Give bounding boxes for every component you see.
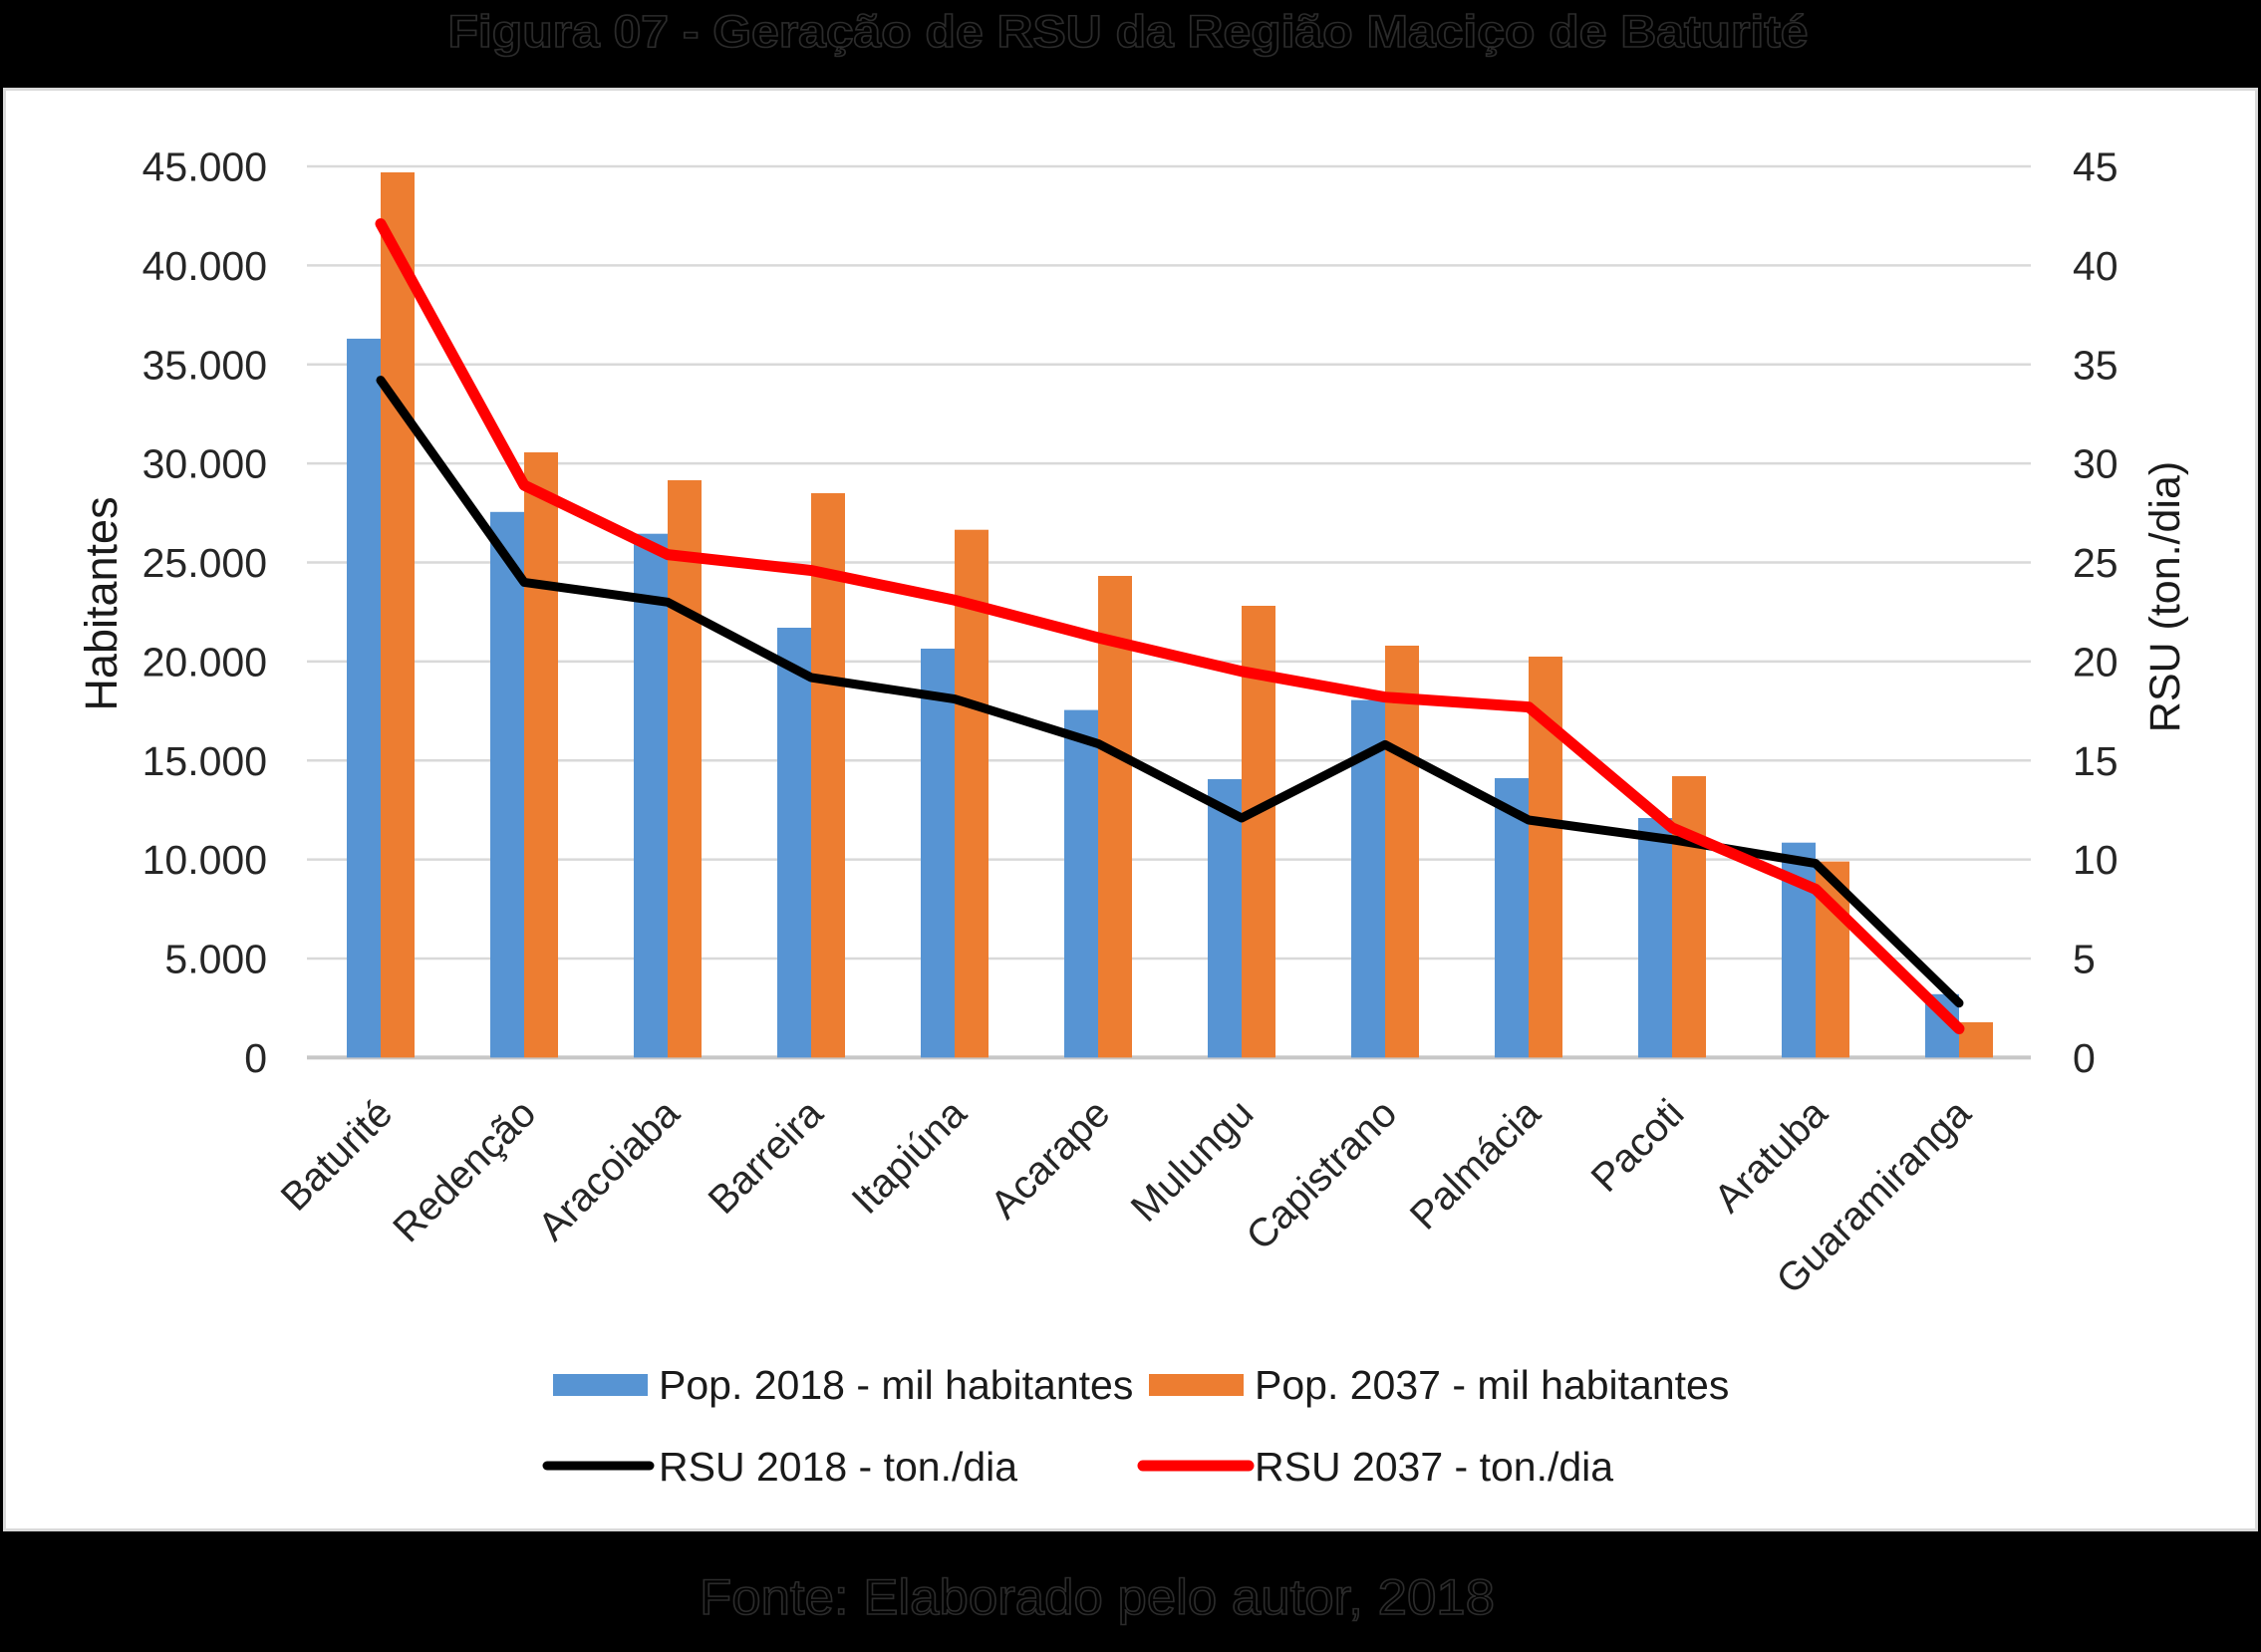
svg-text:Fonte: Elaborado pelo autor, 2: Fonte: Elaborado pelo autor, 2018 (700, 1569, 1495, 1625)
svg-text:Pop. 2037 - mil habitantes: Pop. 2037 - mil habitantes (1255, 1362, 1729, 1408)
svg-text:35: 35 (2073, 342, 2119, 388)
svg-text:15: 15 (2073, 738, 2119, 784)
svg-text:10.000: 10.000 (142, 837, 267, 883)
svg-text:40: 40 (2073, 243, 2119, 289)
svg-text:45.000: 45.000 (142, 144, 267, 190)
svg-text:0: 0 (244, 1035, 267, 1081)
svg-text:25: 25 (2073, 540, 2119, 586)
svg-text:10: 10 (2073, 837, 2119, 883)
svg-text:Pop. 2018 - mil habitantes: Pop. 2018 - mil habitantes (659, 1362, 1133, 1408)
svg-text:30: 30 (2073, 441, 2119, 487)
svg-text:40.000: 40.000 (142, 243, 267, 289)
svg-text:20.000: 20.000 (142, 640, 267, 686)
svg-text:15.000: 15.000 (142, 738, 267, 784)
svg-text:0: 0 (2073, 1035, 2096, 1081)
svg-text:5.000: 5.000 (164, 937, 267, 982)
svg-text:30.000: 30.000 (142, 441, 267, 487)
svg-text:20: 20 (2073, 640, 2119, 686)
svg-text:Figura 07 - Geração de RSU da: Figura 07 - Geração de RSU da Região Mac… (448, 6, 1809, 57)
svg-text:45: 45 (2073, 144, 2119, 190)
svg-text:25.000: 25.000 (142, 540, 267, 586)
svg-text:5: 5 (2073, 937, 2096, 982)
svg-text:RSU 2018 - ton./dia: RSU 2018 - ton./dia (659, 1444, 1017, 1490)
svg-text:RSU 2037 - ton./dia: RSU 2037 - ton./dia (1255, 1444, 1613, 1490)
svg-text:35.000: 35.000 (142, 342, 267, 388)
svg-text:RSU (ton./dia): RSU (ton./dia) (2141, 461, 2189, 732)
svg-text:Habitantes: Habitantes (76, 496, 127, 710)
